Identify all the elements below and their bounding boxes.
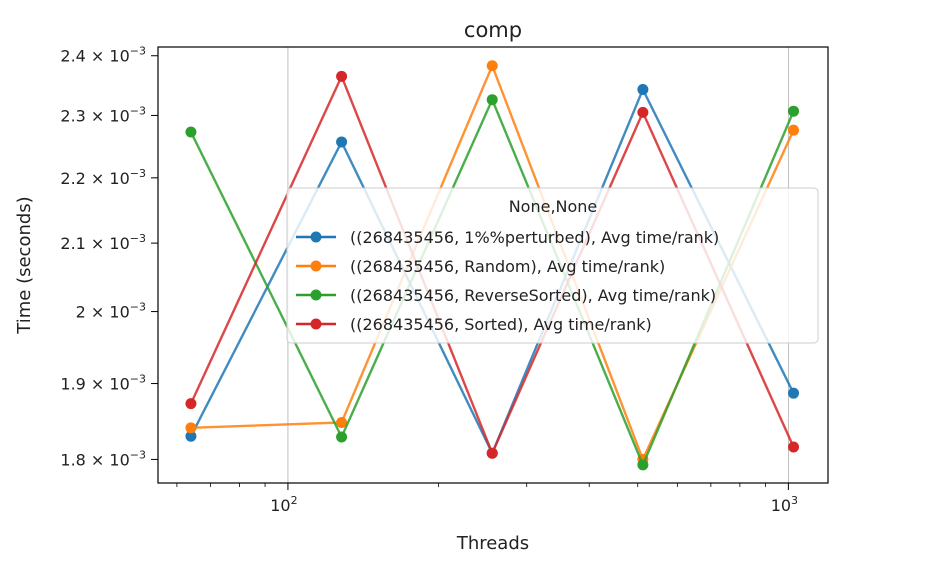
y-axis: 1.8 × 10−31.9 × 10−32 × 10−32.1 × 10−32.…	[60, 45, 158, 469]
y-tick-times: × 10	[86, 106, 130, 125]
legend-label: ((268435456, 1%%perturbed), Avg time/ran…	[350, 228, 719, 247]
y-tick-label: 2.3 × 10−3	[60, 104, 146, 125]
y-tick-times: × 10	[86, 303, 130, 322]
legend-label: ((268435456, ReverseSorted), Avg time/ra…	[350, 286, 716, 305]
data-point	[788, 124, 800, 136]
x-tick-base: 10	[771, 496, 791, 515]
data-point	[788, 441, 800, 453]
data-point	[788, 105, 800, 117]
x-tick-exponent: 3	[791, 494, 798, 507]
y-tick-label: 1.9 × 10−3	[60, 373, 146, 394]
data-point	[336, 136, 348, 148]
y-tick-times: × 10	[86, 234, 130, 253]
data-point	[637, 83, 649, 95]
y-tick-exponent: −3	[130, 373, 146, 386]
legend-label: ((268435456, Sorted), Avg time/rank)	[350, 315, 652, 334]
y-tick-mantissa: 1.8	[60, 450, 85, 469]
x-axis: 102 103	[176, 483, 798, 515]
y-tick-times: × 10	[86, 450, 130, 469]
y-tick-label: 2.2 × 10−3	[60, 167, 146, 188]
data-point	[637, 106, 649, 118]
legend-box	[286, 187, 819, 344]
y-tick-label: 2 × 10−3	[76, 301, 146, 322]
legend: None,None ((268435456, 1%%perturbed), Av…	[286, 187, 819, 344]
x-tick-label: 102	[270, 494, 297, 515]
legend-marker	[310, 289, 322, 301]
x-tick-label: 103	[771, 494, 798, 515]
x-tick-exponent: 2	[291, 494, 298, 507]
y-tick-exponent: −3	[130, 301, 146, 314]
data-point	[336, 416, 348, 428]
x-axis-label: Threads	[456, 533, 529, 554]
y-tick-exponent: −3	[130, 167, 146, 180]
data-point	[185, 422, 197, 434]
data-point	[637, 459, 649, 471]
y-tick-mantissa: 2.4	[60, 47, 85, 66]
y-tick-exponent: −3	[130, 232, 146, 245]
y-tick-times: × 10	[86, 169, 130, 188]
data-point	[486, 60, 498, 72]
x-tick-base: 10	[270, 496, 290, 515]
y-tick-mantissa: 2.3	[60, 106, 85, 125]
legend-marker	[310, 260, 322, 272]
data-point	[788, 387, 800, 399]
y-tick-mantissa: 2	[76, 303, 86, 322]
y-tick-exponent: −3	[130, 104, 146, 117]
legend-title: None,None	[509, 197, 598, 216]
legend-label: ((268435456, Random), Avg time/rank)	[350, 257, 665, 276]
chart-title: comp	[464, 18, 522, 42]
y-axis-label: Time (seconds)	[14, 196, 35, 334]
data-point	[185, 430, 197, 442]
y-tick-label: 1.8 × 10−3	[60, 448, 146, 469]
data-point	[336, 431, 348, 443]
data-point	[486, 447, 498, 459]
y-tick-label: 2.1 × 10−3	[60, 232, 146, 253]
data-point	[336, 70, 348, 82]
y-tick-times: × 10	[86, 375, 130, 394]
y-tick-exponent: −3	[130, 45, 146, 58]
y-tick-mantissa: 1.9	[60, 375, 85, 394]
y-tick-label: 2.4 × 10−3	[60, 45, 146, 66]
y-tick-times: × 10	[86, 47, 130, 66]
y-tick-mantissa: 2.2	[60, 169, 85, 188]
legend-marker	[310, 318, 322, 330]
data-point	[185, 398, 197, 410]
data-point	[486, 94, 498, 106]
legend-marker	[310, 231, 322, 243]
plot-frame	[157, 46, 829, 484]
data-point	[185, 126, 197, 138]
y-tick-mantissa: 2.1	[60, 234, 85, 253]
y-tick-exponent: −3	[130, 448, 146, 461]
